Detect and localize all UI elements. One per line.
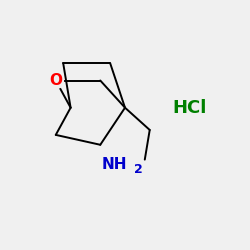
Text: 2: 2 (134, 163, 143, 176)
Text: HCl: HCl (172, 99, 206, 117)
Text: O: O (49, 73, 62, 88)
Text: NH: NH (102, 157, 128, 172)
